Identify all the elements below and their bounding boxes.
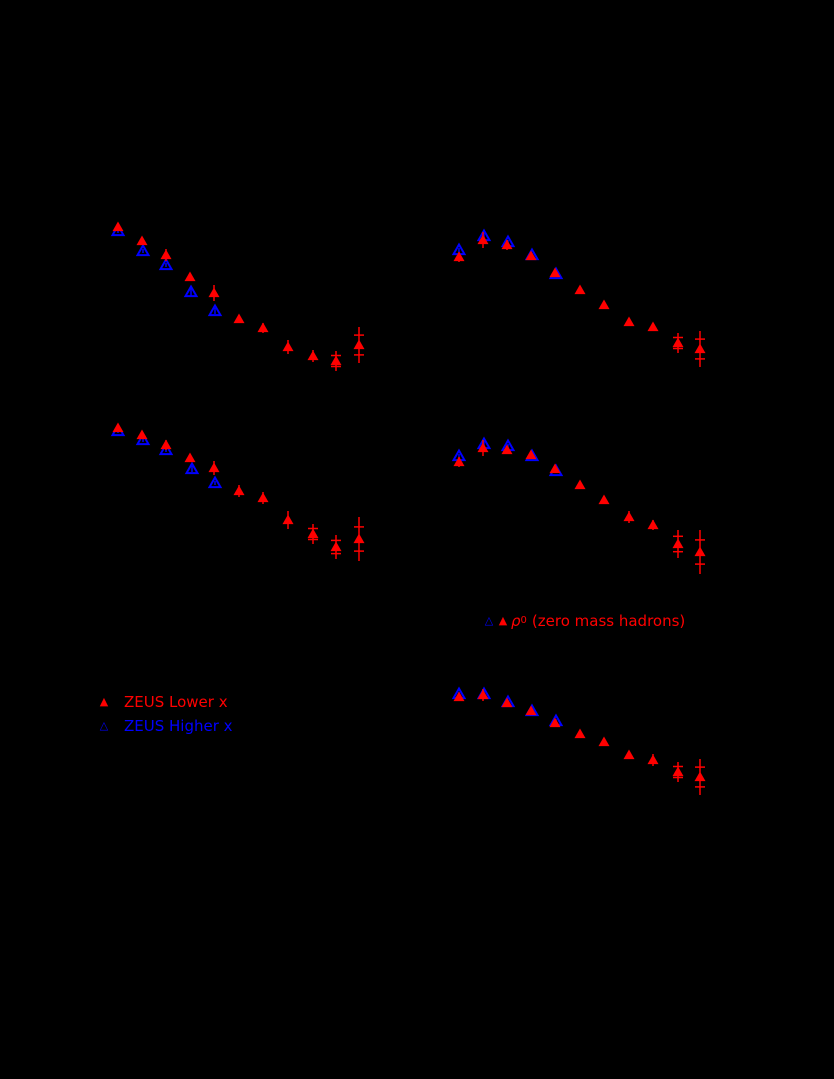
- panel-top-left: [110, 221, 365, 371]
- filled-triangle-marker: [330, 541, 342, 552]
- filled-triangle-marker: [574, 284, 586, 295]
- filled-triangle-marker: [477, 442, 489, 453]
- filled-triangle-icon: ▲: [99, 695, 109, 708]
- filled-triangle-marker: [233, 485, 245, 496]
- open-triangle-icon: △: [99, 719, 109, 732]
- open-triangle-marker: [135, 432, 151, 446]
- filled-triangle-marker: [694, 546, 706, 557]
- legend-item-higher-x: △ ZEUS Higher x: [96, 714, 233, 738]
- filled-triangle-icon: ▲: [498, 614, 508, 627]
- filled-triangle-marker: [184, 452, 196, 463]
- filled-triangle-marker: [257, 492, 269, 503]
- filled-triangle-marker: [282, 341, 294, 352]
- filled-triangle-marker: [233, 313, 245, 324]
- filled-triangle-marker: [647, 519, 659, 530]
- filled-triangle-marker: [136, 235, 148, 246]
- filled-triangle-marker: [112, 221, 124, 232]
- panel-middle-right: [451, 436, 706, 574]
- legend-label-higher-x: ZEUS Higher x: [124, 717, 233, 735]
- filled-triangle-marker: [525, 705, 537, 716]
- filled-triangle-marker: [598, 736, 610, 747]
- rho-subscript: 0: [520, 615, 527, 626]
- legend-label-lower-x: ZEUS Lower x: [124, 693, 228, 711]
- filled-triangle-marker: [549, 463, 561, 474]
- legend-item-lower-x: ▲ ZEUS Lower x: [96, 690, 233, 714]
- open-triangle-icon: △: [484, 614, 494, 627]
- filled-triangle-marker: [307, 350, 319, 361]
- open-triangle-marker: [135, 243, 151, 257]
- filled-triangle-marker: [549, 717, 561, 728]
- filled-triangle-marker: [574, 728, 586, 739]
- filled-triangle-marker: [453, 691, 465, 702]
- filled-triangle-marker: [453, 251, 465, 262]
- filled-triangle-marker: [136, 429, 148, 440]
- open-triangle-marker: [184, 461, 200, 475]
- filled-triangle-marker: [208, 287, 220, 298]
- filled-triangle-marker: [257, 322, 269, 333]
- data-points-layer: [110, 221, 706, 795]
- filled-triangle-marker: [525, 250, 537, 261]
- filled-triangle-marker: [160, 249, 172, 260]
- open-triangle-marker: [158, 442, 174, 456]
- filled-triangle-marker: [672, 538, 684, 549]
- panel-bottom-right: [451, 686, 706, 795]
- filled-triangle-marker: [672, 337, 684, 348]
- filled-triangle-marker: [672, 766, 684, 777]
- open-triangle-marker: [207, 303, 223, 317]
- filled-triangle-marker: [501, 697, 513, 708]
- filled-triangle-marker: [647, 754, 659, 765]
- filled-triangle-marker: [184, 271, 196, 282]
- filled-triangle-marker: [501, 444, 513, 455]
- filled-triangle-marker: [112, 422, 124, 433]
- zeus-legend: ▲ ZEUS Lower x △ ZEUS Higher x: [96, 690, 233, 738]
- open-triangle-marker: [183, 284, 199, 298]
- filled-triangle-marker: [623, 316, 635, 327]
- filled-triangle-marker: [623, 511, 635, 522]
- legend-label-rho0: (zero mass hadrons): [531, 612, 686, 630]
- filled-triangle-marker: [453, 456, 465, 467]
- filled-triangle-marker: [647, 321, 659, 332]
- filled-triangle-marker: [330, 355, 342, 366]
- filled-triangle-marker: [477, 234, 489, 245]
- filled-triangle-marker: [574, 479, 586, 490]
- filled-triangle-marker: [282, 514, 294, 525]
- filled-triangle-marker: [598, 299, 610, 310]
- filled-triangle-marker: [477, 689, 489, 700]
- open-triangle-marker: [207, 475, 223, 489]
- filled-triangle-marker: [694, 771, 706, 782]
- filled-triangle-marker: [549, 267, 561, 278]
- filled-triangle-marker: [598, 494, 610, 505]
- filled-triangle-marker: [501, 239, 513, 250]
- panel-middle-left: [110, 422, 365, 561]
- filled-triangle-marker: [525, 449, 537, 460]
- panel-top-right: [451, 228, 706, 367]
- filled-triangle-marker: [623, 749, 635, 760]
- filled-triangle-marker: [353, 339, 365, 350]
- filled-triangle-marker: [694, 343, 706, 354]
- rho-symbol: ρ: [511, 612, 521, 630]
- filled-triangle-marker: [208, 462, 220, 473]
- filled-triangle-marker: [160, 439, 172, 450]
- filled-triangle-marker: [307, 528, 319, 539]
- open-triangle-marker: [158, 257, 174, 271]
- filled-triangle-marker: [353, 533, 365, 544]
